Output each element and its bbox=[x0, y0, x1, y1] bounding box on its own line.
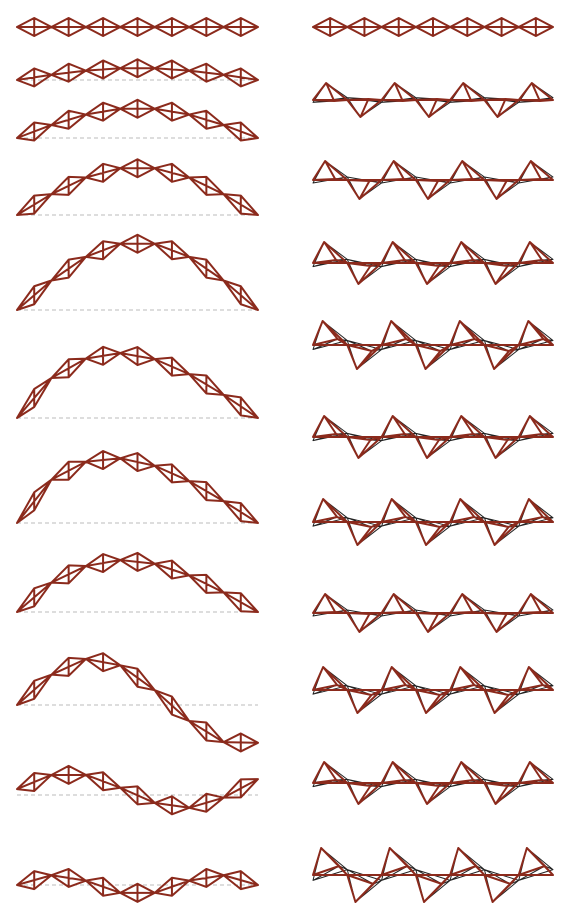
background bbox=[0, 0, 565, 905]
truss-figure bbox=[0, 0, 565, 905]
page: (() => { const data = JSON.parse(documen… bbox=[0, 0, 565, 905]
